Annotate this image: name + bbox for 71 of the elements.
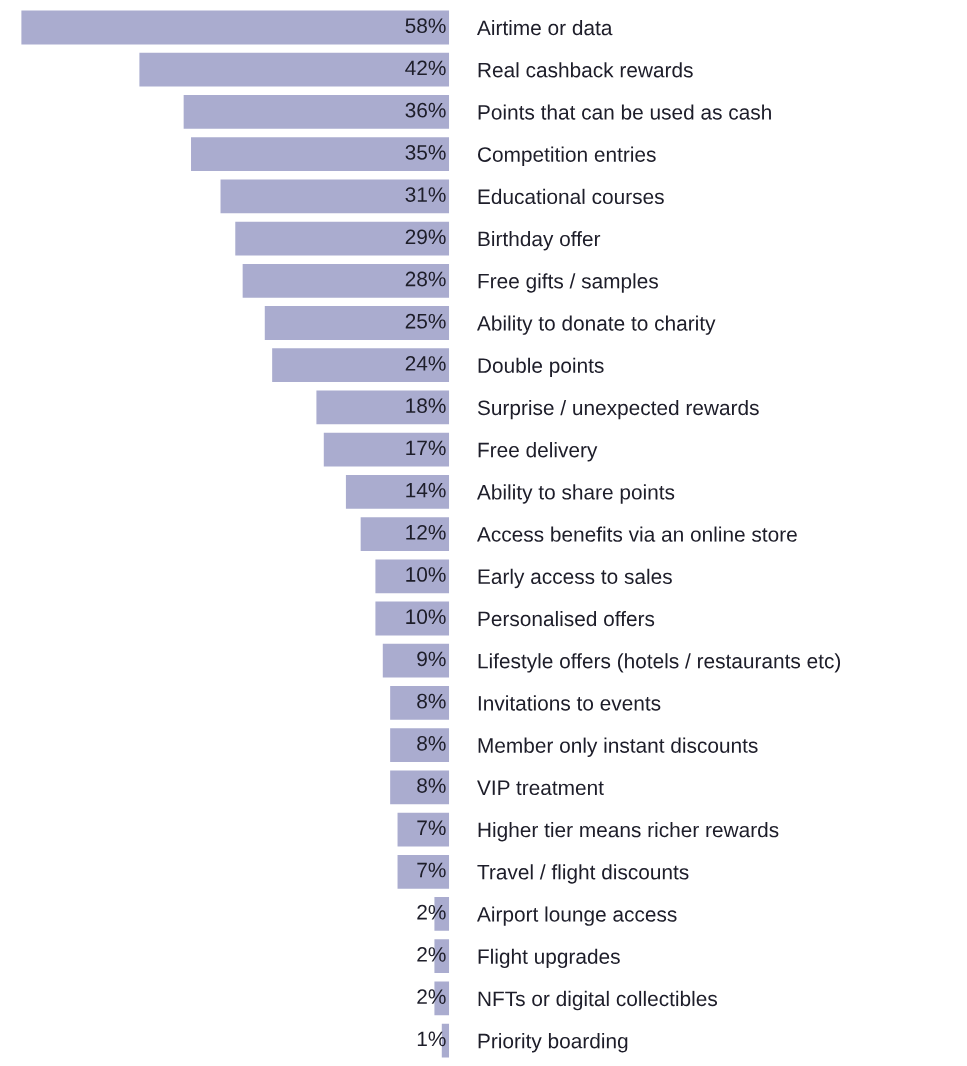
y-tick-label: VIP treatment <box>477 780 604 796</box>
y-tick-label: Access benefits via an online store <box>476 526 797 542</box>
bar <box>316 390 450 425</box>
data-label: 7% <box>417 820 446 836</box>
y-tick-label: Invitations to events <box>478 695 661 711</box>
y-tick-label: Member only instant discounts <box>478 737 758 758</box>
y-tick-label: Birthday offer <box>478 231 601 251</box>
data-label: 2% <box>417 989 446 1004</box>
y-tick-label: NFTs or digital collectibles <box>478 990 718 1011</box>
data-label: 24% <box>405 356 446 371</box>
y-tick-label: Educational courses <box>478 188 664 205</box>
data-label: 58% <box>405 18 446 34</box>
y-tick-label: Free gifts / samples <box>478 273 658 293</box>
data-label: 35% <box>405 144 446 160</box>
data-label: 25% <box>405 313 446 329</box>
data-label: 28% <box>405 271 446 287</box>
data-label: 10% <box>406 567 446 582</box>
bar <box>235 221 450 256</box>
data-label: 36% <box>405 102 446 118</box>
bar <box>272 348 450 383</box>
data-label: 12% <box>406 524 446 540</box>
data-label: 14% <box>406 482 446 498</box>
bar <box>390 686 450 720</box>
bar <box>264 306 450 340</box>
bar <box>220 179 450 214</box>
bar <box>139 52 450 87</box>
y-tick-label: Ability to donate to charity <box>476 315 716 335</box>
y-tick-label: Surprise / unexpected rewards <box>477 399 759 420</box>
data-label: 2% <box>417 904 446 920</box>
bar <box>375 559 450 594</box>
y-tick-label: Airtime or data <box>476 19 613 36</box>
data-label: 10% <box>406 609 446 625</box>
y-tick-label: Higher tier means richer rewards <box>478 822 779 842</box>
data-label: 8% <box>417 693 446 709</box>
y-tick-label: Double points <box>478 357 604 378</box>
data-label: 9% <box>417 651 446 667</box>
data-label: 31% <box>405 187 446 202</box>
y-tick-label: Personalised offers <box>478 610 655 627</box>
y-tick-label: Lifestyle offers (hotels / restaurants etc) <box>478 653 841 673</box>
bar <box>242 263 450 298</box>
data-label: 42% <box>405 60 446 76</box>
y-tick-label: Ability to share points <box>476 484 675 504</box>
bar <box>323 432 450 467</box>
bar <box>390 770 450 805</box>
y-tick-label: Real cashback rewards <box>478 62 693 78</box>
y-tick-label: Airport lounge access <box>476 906 677 926</box>
data-label: 8% <box>417 778 446 793</box>
data-label: 29% <box>405 229 446 245</box>
y-tick-label: Competition entries <box>478 146 656 167</box>
bar <box>397 854 450 889</box>
data-label: 18% <box>406 398 446 414</box>
data-label: 2% <box>417 947 446 962</box>
data-label: 17% <box>406 440 446 456</box>
bar <box>390 728 450 763</box>
bar <box>397 812 450 847</box>
y-tick-label: Travel / flight discounts <box>477 864 689 884</box>
bar <box>21 10 450 45</box>
bar <box>382 643 450 678</box>
data-label: 7% <box>417 862 446 878</box>
y-tick-label: Early access to sales <box>478 568 672 589</box>
bar <box>360 517 450 551</box>
data-label: 1% <box>417 1031 446 1047</box>
bar <box>191 137 450 172</box>
y-tick-label: Points that can be used as cash <box>478 104 771 120</box>
bar <box>183 95 450 129</box>
y-tick-label: Free delivery <box>478 442 598 462</box>
bar <box>345 474 450 509</box>
bar <box>375 601 450 636</box>
data-label: 8% <box>417 735 446 751</box>
y-tick-label: Flight upgrades <box>478 948 620 969</box>
y-tick-label: Priority boarding <box>478 1033 628 1053</box>
